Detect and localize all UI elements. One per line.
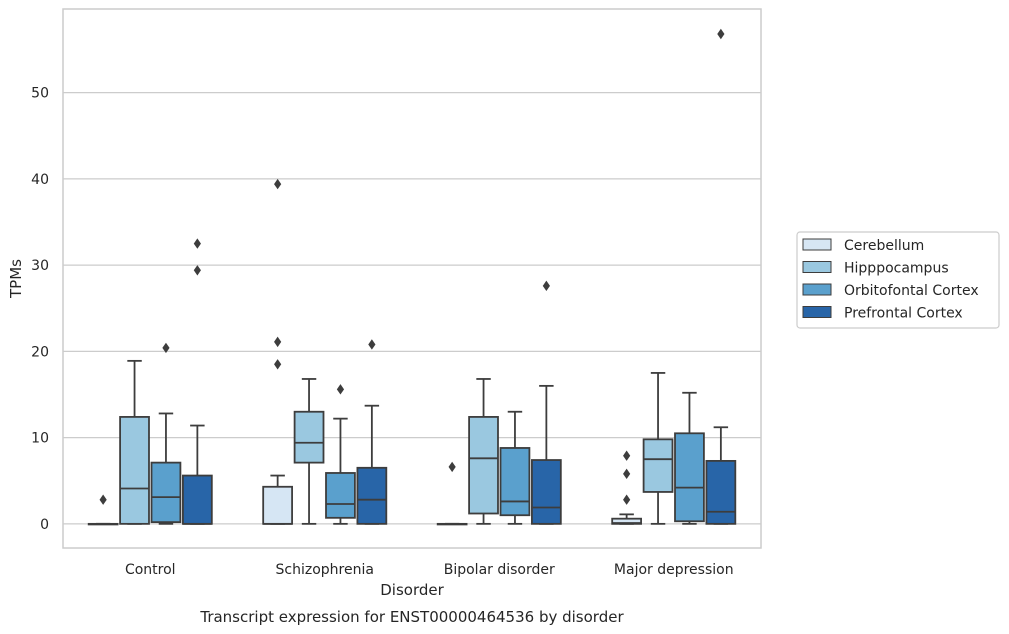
legend-label: Hipppocampus <box>844 261 949 277</box>
box-cerebellum <box>262 178 293 525</box>
box-hipppocampus <box>293 378 325 525</box>
box-plots <box>87 28 737 526</box>
x-tick-label: Bipolar disorder <box>444 562 555 578</box>
outlier-point <box>368 339 376 350</box>
box-iqr <box>293 410 325 464</box>
x-tick-label: Schizophrenia <box>276 562 374 578</box>
y-tick-label: 30 <box>31 258 49 274</box>
outlier-point <box>623 468 631 480</box>
box-iqr <box>262 485 293 525</box>
outlier-point <box>623 450 631 461</box>
x-tick-label: Major depression <box>614 562 734 578</box>
outlier-point <box>274 178 282 190</box>
y-tick-label: 50 <box>31 86 49 102</box>
y-tick-label: 10 <box>31 431 49 447</box>
box-iqr <box>119 416 150 525</box>
outlier-point <box>336 384 345 395</box>
outlier-point <box>542 280 550 292</box>
box-orbitofontal-cortex <box>150 342 182 525</box>
legend-label: Orbitofontal Cortex <box>844 283 979 299</box>
box-iqr <box>705 459 737 525</box>
box-orbitofontal-cortex <box>499 410 531 525</box>
x-axis-label: Disorder <box>380 581 444 599</box>
plot-frame <box>62 8 762 549</box>
box-prefrontal-cortex <box>182 238 213 525</box>
box-iqr <box>674 432 705 523</box>
outlier-point <box>448 461 456 473</box>
box-cerebellum <box>436 461 468 526</box>
outlier-point <box>274 336 282 348</box>
outlier-point <box>623 494 631 505</box>
x-tick-label: Control <box>125 562 176 578</box>
legend-frame <box>796 231 1000 329</box>
box-hipppocampus <box>119 359 150 525</box>
box-iqr <box>531 459 562 525</box>
outlier-point <box>193 238 201 249</box>
outlier-point <box>193 265 201 276</box>
legend-swatch <box>802 261 832 273</box>
legend-label: Prefrontal Cortex <box>844 306 963 322</box>
box-orbitofontal-cortex <box>674 391 705 525</box>
box-iqr <box>642 438 674 493</box>
box-prefrontal-cortex <box>531 280 562 525</box>
y-axis-label: TPMs <box>7 259 25 299</box>
grid-lines <box>63 92 761 525</box>
legend: Cerebellum Hipppocampus Orbitofontal Corte… <box>796 231 1000 329</box>
box-hipppocampus <box>642 372 674 525</box>
box-iqr <box>356 466 388 525</box>
outlier-point <box>99 494 107 505</box>
y-tick-label: 40 <box>31 172 49 188</box>
y-tick-label: 0 <box>40 517 49 533</box>
box-iqr <box>325 472 356 519</box>
box-cerebellum <box>87 494 119 526</box>
x-axis-ticks: Control Schizophrenia Bipolar disorder Majo… <box>125 562 734 578</box>
box-iqr <box>468 416 499 515</box>
box-prefrontal-cortex <box>356 339 388 525</box>
legend-swatch <box>802 238 832 251</box>
box-prefrontal-cortex <box>705 28 737 525</box>
box-orbitofontal-cortex <box>325 384 356 525</box>
y-tick-label: 20 <box>31 344 49 360</box>
box-iqr <box>150 461 182 524</box>
y-axis-ticks: 0 10 20 30 40 50 <box>31 86 49 533</box>
outlier-point <box>274 359 282 370</box>
legend-swatch <box>802 306 832 318</box>
box-iqr <box>499 447 531 517</box>
chart-caption: Transcript expression for ENST0000046453… <box>199 608 624 626</box>
box-iqr <box>182 474 213 525</box>
legend-label: Cerebellum <box>844 238 924 254</box>
legend-swatch <box>802 283 832 296</box>
outlier-point <box>162 342 170 354</box>
box-hipppocampus <box>468 378 499 525</box>
outlier-point <box>717 28 725 40</box>
box-cerebellum <box>611 450 642 525</box>
